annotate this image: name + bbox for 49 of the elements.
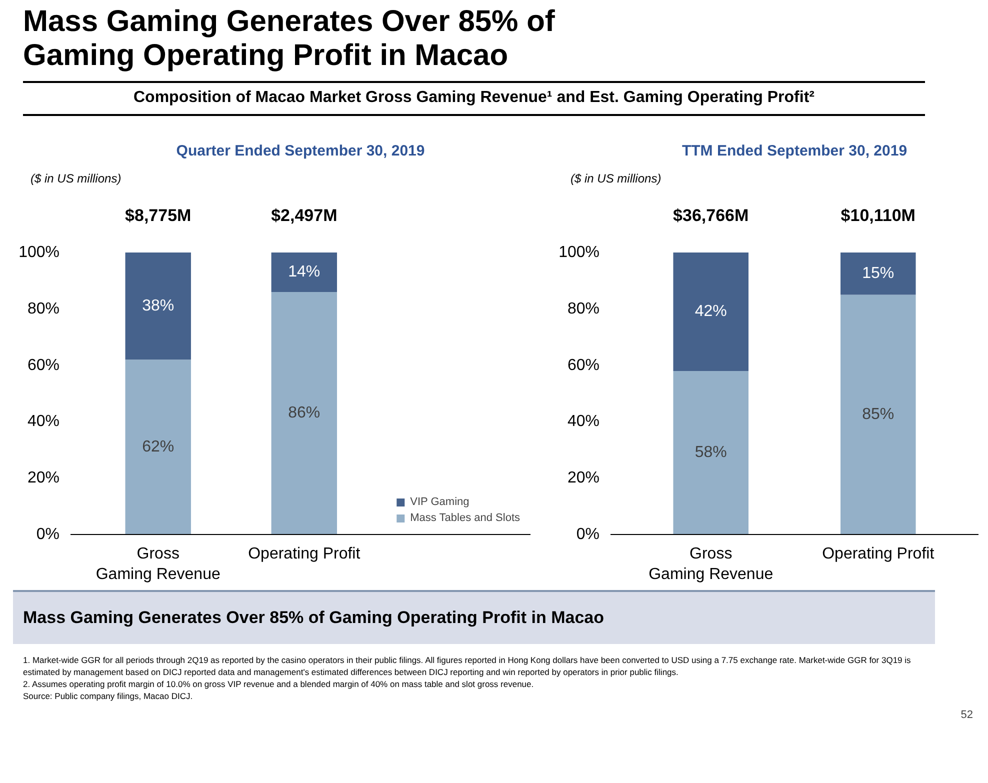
- chart-title: TTM Ended September 30, 2019: [682, 142, 908, 160]
- text: Mass Gaming Generates Over 85% of Gaming Operating Profit in Macao: [23, 5, 556, 73]
- bar: [673, 252, 748, 371]
- y-tick-label: 80%: [567, 300, 600, 318]
- bar: [125, 252, 191, 360]
- chart-subtitle: ($ in US millions): [30, 172, 122, 186]
- text: 52: [960, 708, 973, 724]
- data-label: 14%: [288, 264, 320, 281]
- data-label: 86%: [288, 404, 320, 422]
- chart-title: Quarter Ended September 30, 2019: [176, 142, 425, 160]
- y-tick-label: 0%: [576, 526, 600, 543]
- chart-subtitle: ($ in US millions): [570, 172, 662, 186]
- y-tick-label: 60%: [27, 356, 60, 374]
- data-label: 62%: [142, 438, 174, 456]
- y-tick-label: 20%: [27, 470, 60, 487]
- y-tick-label: 40%: [27, 413, 60, 430]
- bar: [271, 292, 338, 534]
- annotation: $2,497M: [271, 206, 338, 225]
- y-tick-label: 60%: [567, 356, 600, 374]
- data-label: 15%: [862, 265, 894, 282]
- y-tick-label: 20%: [567, 470, 600, 487]
- x-tick-label: Operating Profit: [248, 546, 361, 562]
- data-label: 85%: [862, 406, 894, 424]
- x-tick-label: Gross Gaming Revenue: [96, 546, 220, 583]
- data-label: 38%: [142, 298, 174, 315]
- source-note: Source: Public company filings, Macao DICJ.: [23, 690, 194, 702]
- annotation: $10,110M: [840, 206, 916, 225]
- y-tick-label: 40%: [567, 413, 600, 430]
- y-tick-label: 80%: [27, 300, 60, 318]
- bar: [271, 252, 338, 292]
- bar: [840, 294, 916, 534]
- text: Composition of Macao Market Gross Gaming Revenue¹ and Est. Gaming Operating Profit²: [23, 81, 925, 116]
- x-tick-label: Operating Profit: [822, 546, 935, 562]
- bar: [840, 252, 916, 295]
- y-tick-label: 100%: [558, 244, 600, 261]
- data-label: 58%: [694, 444, 727, 462]
- x-tick-label: Gross Gaming Revenue: [648, 546, 774, 583]
- bar: [125, 360, 191, 534]
- text: 1. Market-wide GGR for all periods through 2Q19 as reported by the casino operators in their public filings. All figures reported in Hong Kong dollars have been converted to USD using a 7.75 exchange rate. Market-wide GGR for 3Q19 is estimated by management based on DICJ reported data and management's estimated differences between DICJ reporting and win reported by operators in prior public filings.: [23, 654, 912, 678]
- bar: [673, 370, 748, 534]
- legend-label: Mass Tables and Slots: [410, 512, 520, 524]
- text: Mass Gaming Generates Over 85% of Gaming Operating Profit in Macao: [13, 590, 935, 644]
- data-label: 42%: [694, 303, 727, 320]
- y-tick-label: 0%: [36, 526, 60, 543]
- legend-label: VIP Gaming: [410, 496, 470, 508]
- annotation: $36,766M: [673, 206, 749, 225]
- text: 2. Assumes operating profit margin of 10.0% on gross VIP revenue and a blended margin of 40% on mass table and slot gross revenue.: [23, 678, 535, 690]
- y-tick-label: 100%: [18, 244, 60, 261]
- annotation: $8,775M: [125, 206, 192, 225]
